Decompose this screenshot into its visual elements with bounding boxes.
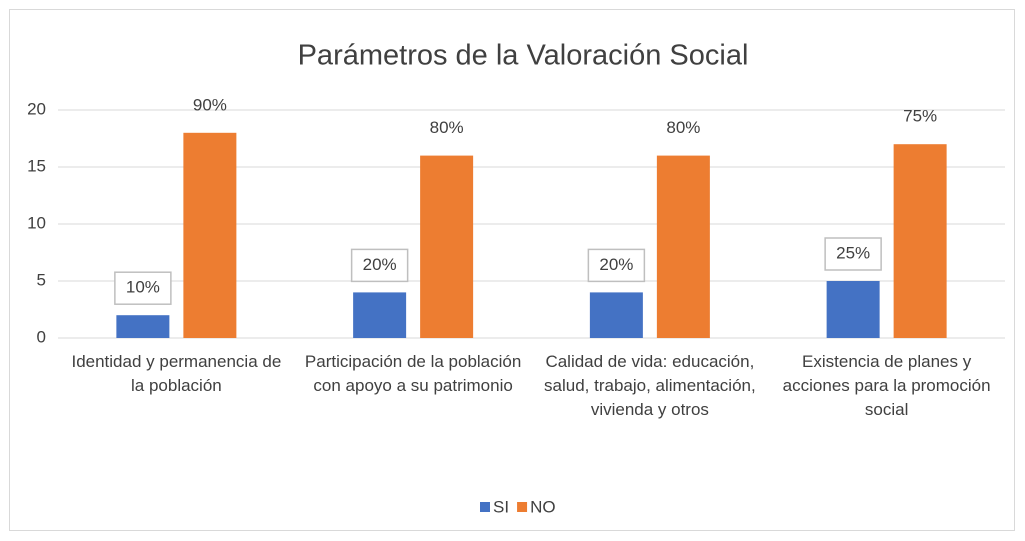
y-tick-label: 15 <box>27 156 46 175</box>
bar <box>183 132 237 338</box>
y-tick-label: 10 <box>27 213 46 232</box>
bar <box>116 315 170 338</box>
y-tick-label: 5 <box>37 270 46 289</box>
data-label: 25% <box>836 243 870 262</box>
chart-title: Parámetros de la Valoración Social <box>298 40 749 72</box>
legend-label: SI <box>493 497 509 516</box>
data-label: 75% <box>903 107 937 126</box>
data-label: 80% <box>666 118 700 137</box>
legend-label: NO <box>530 497 556 516</box>
data-label: 80% <box>430 118 464 137</box>
bar <box>420 155 474 338</box>
annotation-box <box>824 237 882 271</box>
legend-swatch <box>517 502 528 512</box>
data-label: 20% <box>363 255 397 274</box>
x-tick-label: Calidad de vida: educación, salud, traba… <box>544 352 756 419</box>
y-tick-label: 0 <box>37 327 46 346</box>
y-tick-label: 20 <box>27 99 46 118</box>
bar <box>589 292 643 338</box>
bar <box>826 281 880 338</box>
annotation-box <box>587 248 646 283</box>
legend-swatch <box>480 502 490 512</box>
annotation-box <box>350 248 409 283</box>
data-label: 10% <box>126 278 160 297</box>
x-tick-label: Existencia de planes y acciones para la … <box>782 352 991 419</box>
annotation-box <box>114 271 172 305</box>
x-tick-label: Identidad y permanencia de la población <box>71 352 282 395</box>
bar <box>893 144 947 338</box>
data-label: 90% <box>193 95 227 114</box>
bar <box>353 292 407 338</box>
bar <box>656 155 710 338</box>
data-label: 20% <box>599 255 633 274</box>
x-tick-label: Participación de la población con apoyo … <box>304 352 522 395</box>
